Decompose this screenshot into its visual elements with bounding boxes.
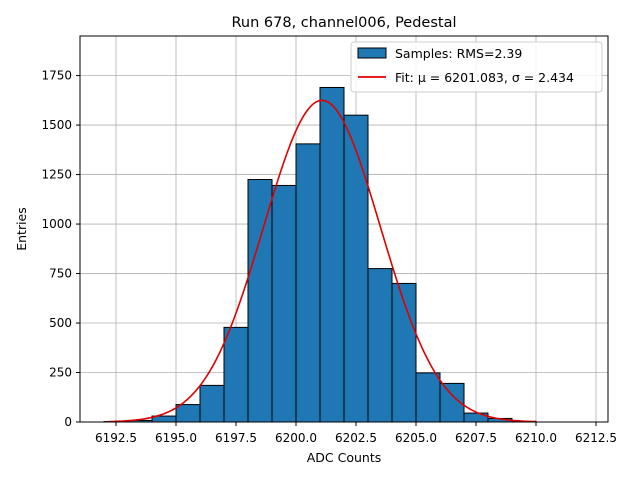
y-tick-label-1: 250 (49, 366, 72, 380)
x-tick-label-8: 6212.5 (575, 431, 617, 445)
fit-curve (108, 99, 537, 423)
y-axis-ticks: 0 250 500 750 1000 1250 1500 1750 (41, 69, 80, 429)
x-axis-label: ADC Counts (307, 450, 382, 465)
histogram-bar-10 (343, 114, 369, 423)
y-tick-label-3: 750 (49, 267, 72, 281)
histogram-bar-6 (247, 179, 273, 423)
y-tick-label-6: 1500 (41, 118, 72, 132)
x-tick-label-0: 6192.5 (95, 431, 137, 445)
x-tick-label-5: 6205.0 (395, 431, 437, 445)
legend-fit-prefix: Fit: (395, 70, 418, 85)
x-tick-label-1: 6195.0 (155, 431, 197, 445)
histogram-bar-9 (319, 86, 345, 423)
histogram-bar-13 (415, 372, 441, 423)
plot-frame (79, 35, 609, 423)
x-tick-label-3: 6200.0 (275, 431, 317, 445)
y-tick-label-7: 1750 (41, 69, 72, 83)
legend: Samples: RMS=2.39 Fit: μ = 6201.083, σ =… (350, 41, 603, 93)
histogram-bar-11 (367, 268, 393, 423)
x-axis-ticks: 6192.5 6195.0 6197.5 6200.0 6202.5 6205.0 6207… (95, 422, 617, 445)
x-tick-label-2: 6197.5 (215, 431, 257, 445)
chart-title: Run 678, channel006, Pedestal (231, 15, 456, 31)
legend-box (350, 41, 603, 93)
histogram-bar-4 (199, 384, 225, 423)
histogram-bar-3 (175, 404, 201, 423)
y-axis-label: Entries (14, 207, 29, 251)
histogram-bar-7 (271, 184, 297, 423)
histogram-bar-5 (223, 326, 249, 423)
legend-samples-swatch (357, 47, 387, 59)
y-tick-label-4: 1000 (41, 217, 72, 231)
x-tick-label-7: 6210.0 (515, 431, 557, 445)
y-tick-label-5: 1250 (41, 168, 72, 182)
y-tick-label-2: 500 (49, 316, 72, 330)
histogram-bar-12 (391, 282, 417, 423)
y-tick-label-0: 0 (64, 415, 72, 429)
legend-samples-label: Samples: RMS=2.39 (395, 46, 522, 61)
legend-fit-label: Fit: μ = 6201.083, σ = 2.434 (395, 70, 574, 85)
legend-fit-separator: , (504, 70, 512, 85)
histogram-bar-8 (295, 143, 321, 423)
x-tick-label-4: 6202.5 (335, 431, 377, 445)
histogram-bars (103, 86, 537, 423)
legend-fit-mu: μ = 6201.083 (418, 70, 504, 85)
x-tick-label-6: 6207.5 (455, 431, 497, 445)
legend-fit-sigma: σ = 2.434 (512, 70, 574, 85)
